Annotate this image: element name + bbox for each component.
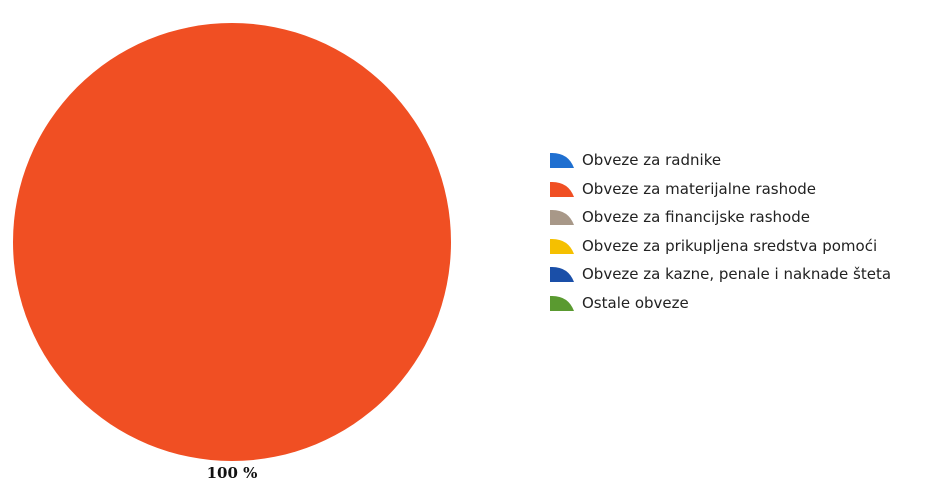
legend-swatch-icon: [548, 180, 576, 198]
legend-item-ostale-obveze: Ostale obveze: [548, 289, 891, 318]
legend-label: Obveze za financijske rashode: [582, 208, 810, 226]
legend-swatch-icon: [548, 265, 576, 283]
pie-data-label: 100 %: [207, 464, 258, 482]
pie-slices: [13, 23, 451, 461]
legend-label: Ostale obveze: [582, 294, 689, 312]
legend-swatch-icon: [548, 151, 576, 169]
pie-slice-obveze-za-materijalne-rashode: [13, 23, 451, 461]
legend-item-obveze-za-kazne-penale-i-naknade-steta: Obveze za kazne, penale i naknade šteta: [548, 260, 891, 289]
legend-item-obveze-za-materijalne-rashode: Obveze za materijalne rashode: [548, 175, 891, 204]
legend-label: Obveze za radnike: [582, 151, 721, 169]
legend-swatch-icon: [548, 294, 576, 312]
legend-swatch-icon: [548, 208, 576, 226]
pie-data-labels: 100 %: [207, 464, 258, 482]
legend-item-obveze-za-radnike: Obveze za radnike: [548, 146, 891, 175]
legend-swatch-icon: [548, 237, 576, 255]
legend-item-obveze-za-prikupljena-sredstva-pomoci: Obveze za prikupljena sredstva pomoći: [548, 232, 891, 261]
chart-legend: Obveze za radnike Obveze za materijalne r…: [548, 146, 891, 317]
legend-label: Obveze za prikupljena sredstva pomoći: [582, 237, 877, 255]
legend-item-obveze-za-financijske-rashode: Obveze za financijske rashode: [548, 203, 891, 232]
legend-label: Obveze za materijalne rashode: [582, 180, 816, 198]
legend-label: Obveze za kazne, penale i naknade šteta: [582, 265, 891, 283]
